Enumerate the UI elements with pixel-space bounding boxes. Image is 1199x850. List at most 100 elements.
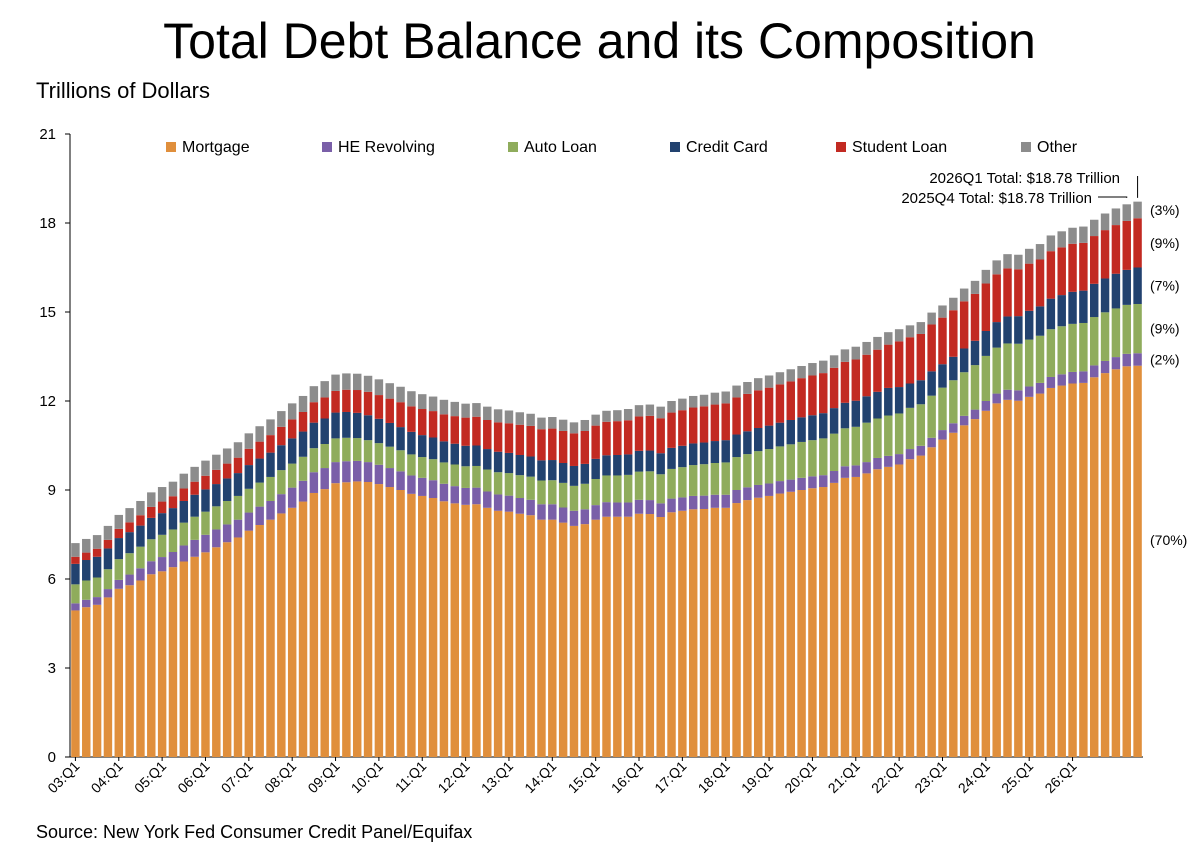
bar-segment-he-revolving bbox=[894, 454, 904, 465]
bar-segment-credit-card bbox=[699, 442, 709, 465]
bar-segment-he-revolving bbox=[602, 502, 611, 517]
bar-segment-other bbox=[309, 386, 319, 403]
bar-segment-credit-card bbox=[981, 330, 991, 356]
bar-segment-mortgage bbox=[103, 597, 113, 757]
legend-label-student-loan: Student Loan bbox=[852, 139, 947, 156]
bar-segment-auto-loan bbox=[992, 347, 1001, 394]
bar-segment-other bbox=[298, 395, 308, 412]
bar-segment-other bbox=[244, 433, 254, 449]
bar-segment-he-revolving bbox=[1079, 371, 1088, 383]
bar-segment-mortgage bbox=[71, 610, 80, 757]
bar-segment-other bbox=[157, 487, 167, 502]
bar-segment-credit-card bbox=[125, 532, 134, 554]
bar-segment-credit-card bbox=[569, 465, 579, 486]
bar-segment-credit-card bbox=[439, 441, 449, 463]
bar-segment-student-loan bbox=[569, 433, 579, 466]
bar-segment-auto-loan bbox=[602, 475, 611, 503]
bar-segment-other bbox=[179, 473, 189, 489]
bar-segment-credit-card bbox=[602, 455, 611, 476]
bar-segment-other bbox=[678, 398, 687, 411]
bar-segment-auto-loan bbox=[309, 448, 319, 473]
bar-segment-he-revolving bbox=[493, 494, 503, 511]
bar-segment-other bbox=[82, 538, 91, 553]
bar-segment-he-revolving bbox=[298, 480, 308, 502]
bar-segment-student-loan bbox=[1111, 225, 1121, 274]
legend-swatch-mortgage bbox=[166, 142, 176, 152]
bar-segment-mortgage bbox=[1024, 396, 1034, 757]
bar-segment-student-loan bbox=[1014, 269, 1023, 317]
bar-segment-other bbox=[331, 374, 340, 391]
bar-segment-mortgage bbox=[450, 503, 459, 757]
bar-segment-student-loan bbox=[103, 539, 113, 549]
bar-segment-other bbox=[342, 373, 351, 390]
x-tick-label: 05:Q1 bbox=[131, 758, 169, 796]
bar-segment-student-loan bbox=[602, 421, 611, 456]
bar-segment-he-revolving bbox=[1122, 353, 1131, 367]
bar-segment-student-loan bbox=[266, 435, 275, 453]
bar-segment-he-revolving bbox=[363, 462, 373, 482]
bar-segment-mortgage bbox=[905, 459, 915, 757]
bar-segment-mortgage bbox=[244, 530, 254, 757]
bar-segment-other bbox=[970, 280, 980, 294]
bar-segment-student-loan bbox=[829, 367, 839, 409]
bar-segment-other bbox=[1079, 226, 1088, 243]
bar-segment-mortgage bbox=[222, 542, 232, 757]
bar-segment-credit-card bbox=[764, 425, 774, 450]
bar-segment-mortgage bbox=[407, 493, 416, 757]
bar-segment-auto-loan bbox=[136, 546, 145, 569]
y-tick-label: 9 bbox=[48, 482, 56, 499]
bar-segment-credit-card bbox=[277, 445, 286, 471]
bar-segment-auto-loan bbox=[1046, 329, 1056, 377]
bar-segment-he-revolving bbox=[461, 487, 470, 505]
bar-segment-mortgage bbox=[493, 510, 503, 757]
x-tick-label: 11:Q1 bbox=[392, 758, 430, 796]
bar-segment-other bbox=[168, 481, 178, 497]
bar-segment-mortgage bbox=[645, 514, 655, 757]
bar-segment-auto-loan bbox=[1090, 317, 1099, 366]
bar-segment-student-loan bbox=[613, 421, 622, 455]
bar-segment-student-loan bbox=[352, 390, 362, 413]
bar-segment-mortgage bbox=[1100, 373, 1110, 757]
bar-segment-other bbox=[352, 373, 362, 391]
bar-segment-he-revolving bbox=[1035, 382, 1045, 394]
bar-segment-auto-loan bbox=[959, 372, 969, 416]
bar-segment-auto-loan bbox=[1068, 323, 1077, 372]
bar-segment-he-revolving bbox=[428, 480, 438, 499]
bar-segment-student-loan bbox=[1068, 243, 1077, 292]
bar-segment-student-loan bbox=[515, 424, 525, 455]
bar-segment-mortgage bbox=[1003, 399, 1012, 757]
bar-segment-credit-card bbox=[1111, 273, 1121, 309]
legend-swatch-auto-loan bbox=[508, 142, 518, 152]
bar-segment-auto-loan bbox=[569, 485, 579, 511]
bar-segment-he-revolving bbox=[439, 483, 449, 502]
bar-segment-auto-loan bbox=[829, 433, 839, 472]
bar-segment-mortgage bbox=[439, 501, 449, 757]
bar-segment-auto-loan bbox=[1111, 308, 1121, 358]
bar-segment-other bbox=[634, 405, 644, 417]
bar-segment-mortgage bbox=[114, 588, 123, 757]
bar-segment-credit-card bbox=[1035, 306, 1045, 336]
bar-segment-mortgage bbox=[1068, 383, 1077, 757]
bar-segment-he-revolving bbox=[1057, 374, 1066, 386]
bar-segment-credit-card bbox=[385, 422, 394, 447]
bar-segment-auto-loan bbox=[537, 480, 546, 505]
bar-segment-student-loan bbox=[125, 522, 134, 533]
bar-segment-auto-loan bbox=[493, 472, 503, 495]
bar-segment-credit-card bbox=[222, 478, 232, 501]
bar-segment-student-loan bbox=[147, 506, 156, 518]
bar-segment-other bbox=[1014, 254, 1023, 270]
bar-segment-credit-card bbox=[374, 418, 384, 444]
bar-segment-he-revolving bbox=[688, 495, 698, 510]
bar-segment-other bbox=[1024, 248, 1034, 264]
bar-segment-student-loan bbox=[678, 410, 687, 446]
bar-segment-he-revolving bbox=[1111, 357, 1121, 370]
bar-segment-student-loan bbox=[732, 397, 741, 435]
bar-segment-student-loan bbox=[992, 274, 1001, 323]
bar-segment-other bbox=[1046, 235, 1056, 252]
bar-segment-mortgage bbox=[678, 510, 687, 757]
bar-segment-mortgage bbox=[1090, 377, 1099, 757]
bar-segment-credit-card bbox=[775, 422, 785, 447]
bar-segment-he-revolving bbox=[1068, 371, 1077, 384]
bar-segment-student-loan bbox=[786, 381, 795, 420]
bar-segment-auto-loan bbox=[754, 451, 763, 485]
